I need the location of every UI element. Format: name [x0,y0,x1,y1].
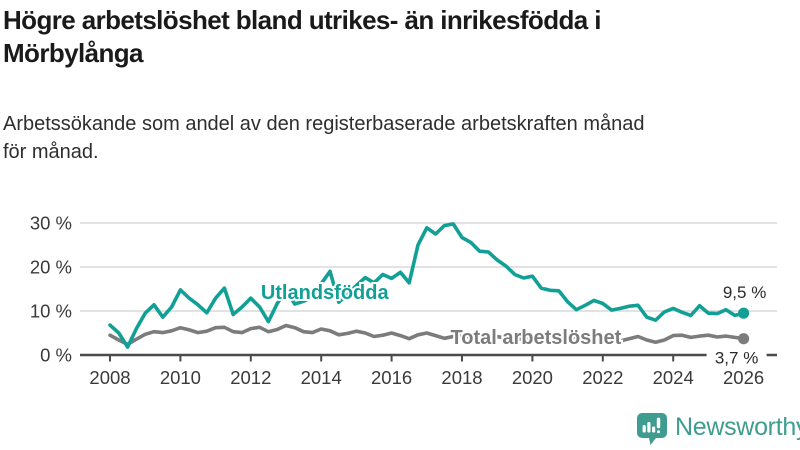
series-line-total [108,323,746,347]
series-label-total: Total arbetslöshet [451,327,622,349]
x-tick-label: 2018 [441,367,482,388]
chart-subtitle: Arbetssökande som andel av den registerb… [3,113,645,163]
x-axis-labels: 2008 2010 2012 2014 2016 2018 2020 2022 2024 2026 [89,367,764,388]
x-tick-label: 2010 [160,367,201,388]
end-value-label: 9,5 % [723,283,766,302]
exclamation-dot [657,430,660,434]
x-tick-label: 2014 [301,367,342,388]
x-tick-label: 2022 [582,367,623,388]
newsworthy-bubble-icon [637,413,667,445]
series-label-utlandsfodda: Utlandsfödda [261,282,390,304]
series-line-utlandsfodda [108,222,746,349]
x-tick-label: 2024 [653,367,694,388]
chart-title: Högre arbetslöshet bland utrikes- än inr… [3,5,601,69]
x-tick-label: 2016 [371,367,412,388]
y-tick-label: 10 % [30,301,72,322]
end-value-label: 3,7 % [715,349,758,368]
x-tick-label: 2008 [89,367,130,388]
end-label-backdrop [706,348,767,368]
newsworthy-logo[interactable]: Newsworthy [636,412,800,446]
y-tick-label: 0 % [40,345,72,366]
x-tick-label: 2026 [723,367,764,388]
exclamation-stem [656,417,661,429]
x-tick-label: 2012 [230,367,271,388]
y-gridlines [80,222,777,312]
y-tick-label: 30 % [30,213,72,234]
y-axis-labels: 0 % 10 % 20 % 30 % [30,213,72,366]
end-dot-total [738,333,750,345]
newsworthy-wordmark: Newsworthy [675,412,800,441]
y-tick-label: 20 % [30,257,72,278]
unemployment-line-chart: 0 %10 %20 %30 %2008 2010 2012 2014 2016 2018 2… [30,213,777,388]
bar-chart-glyph [642,417,661,434]
x-tick-label: 2020 [512,367,553,388]
end-dot-utlandsfodda [738,307,750,319]
